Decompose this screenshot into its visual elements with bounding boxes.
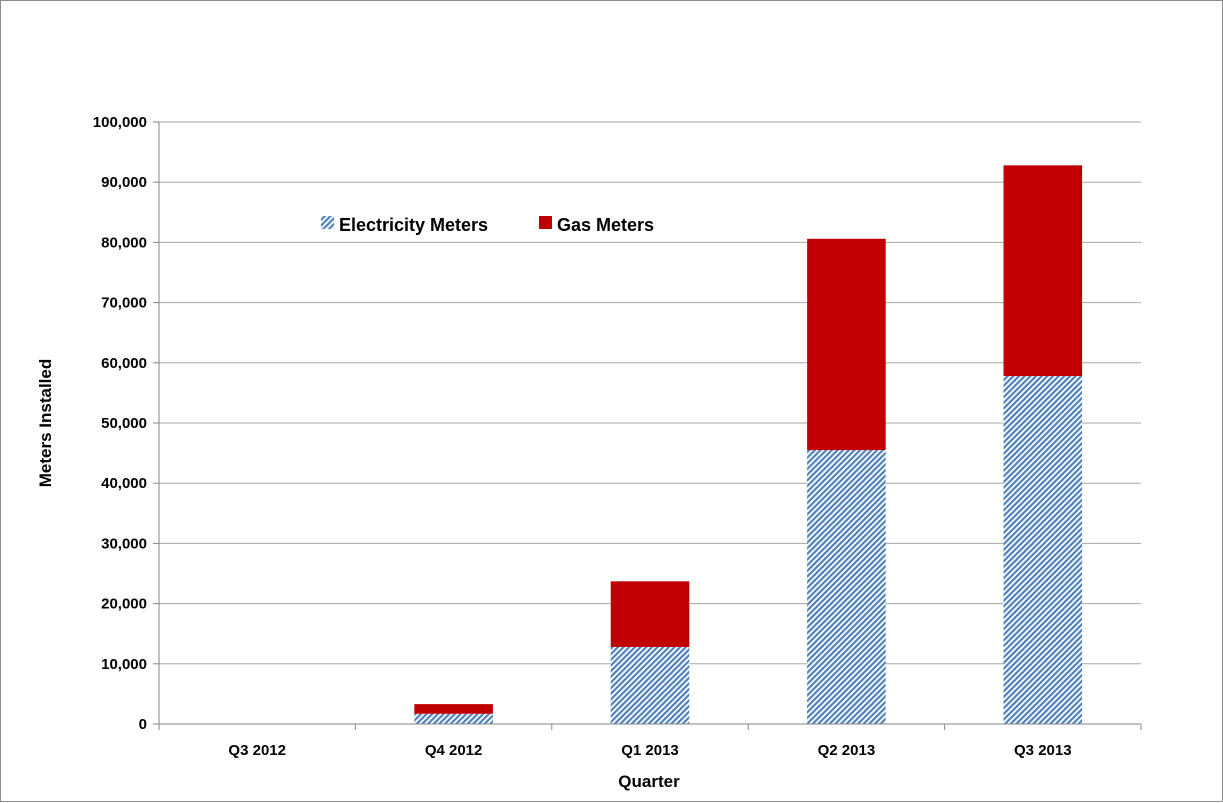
bars [414,165,1083,724]
bar-electricity [807,450,886,724]
legend: Electricity Meters Gas Meters [321,215,654,235]
bar-gas [807,238,886,451]
y-axis-ticks: 0 10,000 20,000 30,000 40,000 50,000 60,000 70,… [93,114,160,733]
y-tick-label: 0 [139,716,147,733]
bar-gas [414,704,493,714]
bar-gas [1003,165,1083,377]
y-tick-label: 60,000 [101,355,147,372]
legend-item-electricity: Electricity Meters [321,215,488,235]
y-tick-label: 90,000 [101,174,147,191]
x-axis: Q3 2012 Q4 2012 Q1 2013 Q2 2013 Q3 2013 [158,723,1142,759]
x-tick-label: Q3 2013 [1014,742,1072,759]
bar-electricity [1003,376,1083,724]
y-tick-label: 70,000 [101,295,147,312]
gridlines [159,121,1141,665]
y-tick-label: 50,000 [101,415,147,432]
x-tick-label: Q3 2012 [228,742,286,759]
y-tick-label: 20,000 [101,596,147,613]
legend-item-gas: Gas Meters [539,215,654,235]
bar-gas [610,581,690,647]
x-axis-title: Quarter [618,772,680,791]
bar-electricity [414,713,493,724]
legend-label-gas: Gas Meters [557,215,654,235]
y-tick-label: 80,000 [101,234,147,251]
x-tick-label: Q4 2012 [425,742,483,759]
legend-swatch-electricity [321,216,334,229]
bar-electricity [610,646,690,724]
x-tick-label: Q2 2013 [818,742,876,759]
y-tick-label: 40,000 [101,475,147,492]
y-axis-title: Meters Installed [36,359,55,488]
x-tick-label: Q1 2013 [621,742,679,759]
legend-swatch-gas [539,216,552,229]
legend-label-electricity: Electricity Meters [339,215,488,235]
y-tick-label: 100,000 [93,114,147,131]
y-tick-label: 30,000 [101,535,147,552]
y-tick-label: 10,000 [101,656,147,673]
